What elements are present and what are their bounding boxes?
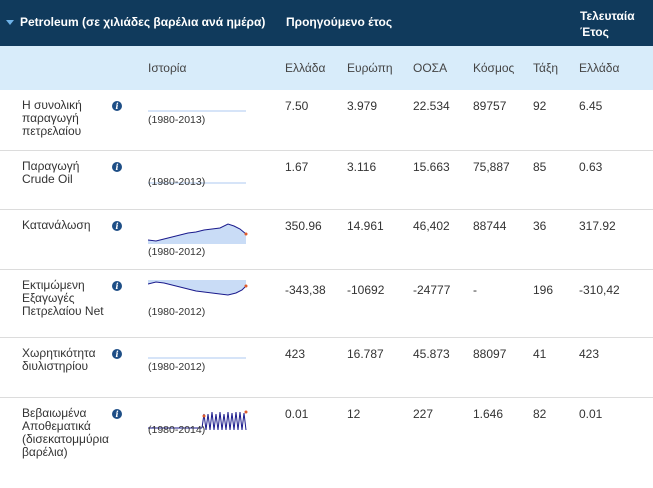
oecd-value: 22.534 xyxy=(413,99,450,113)
col-history: Ιστορία xyxy=(148,61,187,75)
row-label: Παραγωγή Crude Oil xyxy=(22,159,80,186)
europe-value: 3.979 xyxy=(347,99,378,113)
history-cell[interactable]: (1980-2014) xyxy=(142,398,276,488)
world-value: 1.646 xyxy=(473,407,504,421)
table-row: Παραγωγή Crude Oil i (1980-2013) 1.67 3.… xyxy=(0,151,653,210)
history-range: (1980-2012) xyxy=(148,361,206,373)
rank-value: 85 xyxy=(533,160,547,174)
history-range: (1980-2012) xyxy=(148,306,206,318)
row-label: Χωρητικότητα διυλιστηρίου xyxy=(22,346,96,373)
rank-value: 36 xyxy=(533,219,547,233)
greece-value: 1.67 xyxy=(285,160,309,174)
col-rank: Τάξη xyxy=(533,61,558,75)
table-header: Petroleum (σε χιλιάδες βαρέλια ανά ημέρα… xyxy=(0,0,653,46)
section-toggle[interactable]: Petroleum (σε χιλιάδες βαρέλια ανά ημέρα… xyxy=(0,0,276,46)
info-icon[interactable]: i xyxy=(112,409,122,419)
europe-value: 16.787 xyxy=(347,347,384,361)
world-value: 88097 xyxy=(473,347,507,361)
world-value: 75,887 xyxy=(473,160,510,174)
europe-value: 12 xyxy=(347,407,361,421)
oecd-value: 15.663 xyxy=(413,160,450,174)
info-icon[interactable]: i xyxy=(112,281,122,291)
sparkline xyxy=(148,410,248,431)
greece-last-value: 6.45 xyxy=(579,99,603,113)
table-row: Κατανάλωση i (1980-2012) 350.96 14.961 4… xyxy=(0,210,653,270)
greece-last-value: 317.92 xyxy=(579,219,616,233)
table-row: Βεβαιωμένα Αποθεματικά (δισεκατομμύρια β… xyxy=(0,398,653,488)
col-europe: Ευρώπη xyxy=(347,61,393,75)
sparkline xyxy=(148,357,246,359)
history-range: (1980-2013) xyxy=(148,114,206,126)
history-cell[interactable]: (1980-2013) xyxy=(142,90,276,150)
sparkline xyxy=(148,223,248,244)
greece-last-value: 0.01 xyxy=(579,407,603,421)
rank-value: 92 xyxy=(533,99,547,113)
sparkline xyxy=(148,280,248,296)
sparkline xyxy=(148,182,246,184)
sparkline xyxy=(148,110,246,112)
greece-last-value: 423 xyxy=(579,347,600,361)
world-value: 88744 xyxy=(473,219,507,233)
caret-down-icon[interactable] xyxy=(6,20,14,25)
oecd-value: 46,402 xyxy=(413,219,450,233)
info-icon[interactable]: i xyxy=(112,349,122,359)
world-value: 89757 xyxy=(473,99,507,113)
section-title: Petroleum (σε χιλιάδες βαρέλια ανά ημέρα… xyxy=(20,15,266,29)
greece-value: -343,38 xyxy=(285,283,326,297)
history-cell[interactable]: (1980-2012) xyxy=(142,210,276,269)
europe-value: 14.961 xyxy=(347,219,384,233)
column-header-row: Ιστορία Ελλάδα Ευρώπη ΟΟΣΑ Κόσμος Τάξη Ε… xyxy=(0,46,653,90)
world-value: - xyxy=(473,283,477,297)
history-cell[interactable]: (1980-2013) xyxy=(142,151,276,209)
last-year-heading: Τελευταία Έτος xyxy=(580,9,635,39)
history-range: (1980-2012) xyxy=(148,246,206,258)
col-greece: Ελλάδα xyxy=(285,61,326,75)
greece-value: 7.50 xyxy=(285,99,309,113)
col-oecd: ΟΟΣΑ xyxy=(413,61,448,75)
europe-value: -10692 xyxy=(347,283,385,297)
rank-value: 82 xyxy=(533,407,547,421)
table-row: Η συνολική παραγωγή πετρελαίου i (1980-2… xyxy=(0,90,653,151)
history-range: (1980-2014) xyxy=(148,424,206,436)
greece-last-value: -310,42 xyxy=(579,283,620,297)
row-label: Βεβαιωμένα Αποθεματικά (δισεκατομμύρια β… xyxy=(22,406,109,459)
oecd-value: -24777 xyxy=(413,283,451,297)
oecd-value: 45.873 xyxy=(413,347,450,361)
col-world: Κόσμος xyxy=(473,61,515,75)
col-greece-last: Ελλάδα xyxy=(579,61,620,75)
row-label: Εκτιμώμενη Εξαγωγές Πετρελαίου Net xyxy=(22,278,104,318)
info-icon[interactable]: i xyxy=(112,162,122,172)
history-cell[interactable]: (1980-2012) xyxy=(142,338,276,397)
greece-value: 423 xyxy=(285,347,306,361)
info-icon[interactable]: i xyxy=(112,101,122,111)
rank-value: 41 xyxy=(533,347,547,361)
table-row: Εκτιμώμενη Εξαγωγές Πετρελαίου Net i (19… xyxy=(0,270,653,338)
greece-value: 350.96 xyxy=(285,219,322,233)
table-row: Χωρητικότητα διυλιστηρίου i (1980-2012) … xyxy=(0,338,653,398)
greece-last-value: 0.63 xyxy=(579,160,603,174)
history-cell[interactable]: (1980-2012) xyxy=(142,270,276,337)
greece-value: 0.01 xyxy=(285,407,309,421)
oecd-value: 227 xyxy=(413,407,434,421)
row-label: Η συνολική παραγωγή πετρελαίου xyxy=(22,98,82,138)
rank-value: 196 xyxy=(533,283,554,297)
previous-year-heading: Προηγούμενο έτος xyxy=(286,15,393,29)
history-range: (1980-2013) xyxy=(148,176,206,188)
europe-value: 3.116 xyxy=(347,160,377,174)
info-icon[interactable]: i xyxy=(112,221,122,231)
row-label: Κατανάλωση xyxy=(22,218,91,232)
